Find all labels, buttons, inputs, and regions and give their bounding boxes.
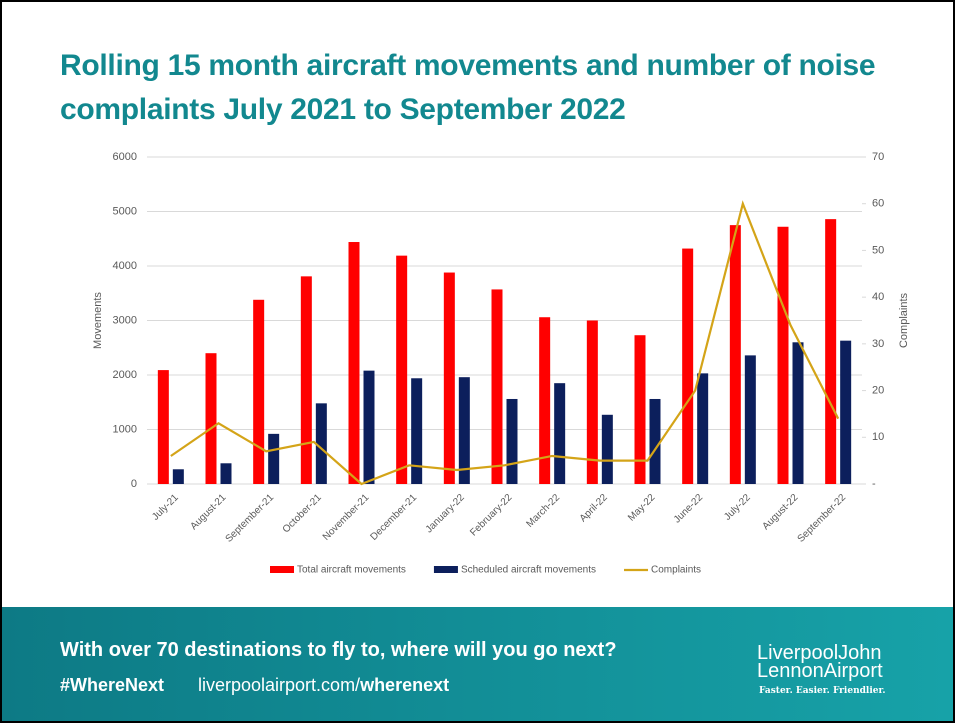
logo-line: LiverpoolJohn — [757, 642, 882, 664]
x-tick-label: May-22 — [626, 492, 658, 524]
x-tick-label: November-21 — [321, 492, 372, 543]
bar — [205, 353, 217, 484]
x-tick-label: October-21 — [281, 492, 324, 535]
tagline: With over 70 destinations to fly to, whe… — [60, 639, 617, 661]
bar — [396, 255, 408, 484]
y-tick-label: 6000 — [113, 151, 137, 163]
legend-label: Total aircraft movements — [297, 565, 406, 576]
x-tick-label: December-21 — [369, 492, 420, 543]
y2-tick-label: - — [872, 478, 876, 490]
y-axis-title: Movements — [92, 292, 104, 349]
bar — [825, 219, 837, 484]
bar — [601, 414, 613, 484]
x-tick-label: September-21 — [224, 492, 277, 545]
legend-label: Complaints — [651, 565, 701, 576]
bar — [634, 335, 646, 484]
x-tick-label: January-22 — [424, 492, 467, 535]
x-tick-label: February-22 — [468, 492, 515, 539]
footer-banner: With over 70 destinations to fly to, whe… — [2, 607, 953, 721]
legend-swatch — [433, 566, 458, 573]
url-bold: wherenext — [360, 675, 450, 695]
legend-swatch — [270, 566, 294, 573]
x-tick-label: August-21 — [188, 492, 228, 532]
y2-tick-label: 30 — [872, 338, 884, 350]
bar — [157, 370, 169, 484]
bar — [220, 463, 232, 484]
bar — [777, 226, 789, 484]
x-tick-label: August-22 — [760, 492, 800, 532]
hashtag: #WhereNext — [60, 675, 165, 695]
y2-axis-title: Complaints — [898, 292, 910, 348]
bar — [411, 378, 423, 484]
bar — [268, 433, 280, 484]
bar — [172, 469, 184, 484]
bar — [491, 289, 503, 484]
url[interactable]: liverpoolairport.com/wherenext — [198, 675, 449, 696]
bar — [586, 320, 598, 484]
x-tick-label: July-21 — [150, 492, 181, 523]
y-tick-label: 4000 — [113, 260, 137, 272]
y-tick-label: 0 — [131, 478, 137, 490]
bar — [840, 340, 852, 484]
x-tick-label: July-22 — [722, 492, 753, 523]
bar — [443, 272, 455, 484]
bar — [539, 317, 551, 484]
x-tick-label: June-22 — [672, 492, 706, 526]
legend-label: Scheduled aircraft movements — [461, 565, 596, 576]
url-text: liverpoolairport.com/ — [198, 675, 361, 695]
bar — [300, 276, 312, 484]
logo-slogan: Faster. Easier. Friendlier. — [759, 686, 886, 696]
x-tick-label: April-22 — [578, 492, 610, 524]
y2-tick-label: 40 — [872, 291, 884, 303]
bar — [253, 299, 265, 484]
x-tick-label: September-22 — [796, 492, 849, 545]
y2-tick-label: 50 — [872, 244, 884, 256]
bar — [697, 373, 709, 484]
y-tick-label: 2000 — [113, 369, 137, 381]
y2-tick-label: 70 — [872, 151, 884, 163]
bar — [729, 225, 741, 484]
chart-title: Rolling 15 month aircraft movements and … — [60, 49, 876, 126]
y2-tick-label: 10 — [872, 431, 884, 443]
x-tick-label: March-22 — [525, 492, 563, 530]
bar — [506, 398, 518, 484]
chart: 0 1000 2000 3000 4000 5000 6000 - 10 20 30 40 50 60 70… — [92, 151, 910, 576]
logo-line: LennonAirport — [757, 660, 883, 682]
bar — [363, 370, 375, 484]
bar — [792, 342, 804, 484]
bar — [458, 377, 470, 484]
y2-tick-label: 20 — [872, 384, 884, 396]
bar — [315, 403, 327, 484]
y-tick-label: 3000 — [113, 314, 137, 326]
bar — [649, 398, 661, 484]
y-tick-label: 1000 — [113, 423, 137, 435]
bar — [554, 383, 566, 484]
bar — [744, 355, 756, 484]
y-tick-label: 5000 — [113, 205, 137, 217]
bar — [348, 242, 360, 484]
y2-tick-label: 60 — [872, 198, 884, 210]
line — [170, 200, 840, 486]
bar — [682, 248, 694, 484]
